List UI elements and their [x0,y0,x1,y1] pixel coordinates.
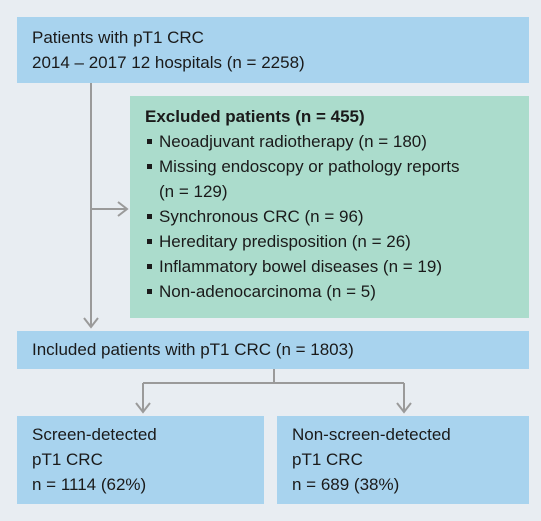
exclusion-item: Missing endoscopy or pathology reports (n… [145,154,519,204]
bullet-icon [147,214,152,219]
exclusion-item: Inflammatory bowel diseases (n = 19) [145,254,519,279]
exclusion-item-text: Non-adenocarcinoma (n = 5) [159,282,376,301]
arrow-to-included [83,317,99,329]
excluded-patients-title: Excluded patients (n = 455) [145,107,365,126]
arrow-to-excluded [117,201,129,217]
exclusion-item: Non-adenocarcinoma (n = 5) [145,279,519,304]
exclusion-item-continuation: (n = 129) [159,182,228,201]
exclusion-item-text: Synchronous CRC (n = 96) [159,207,364,226]
screen-detected-count: n = 1114 (62%) [32,475,147,494]
bullet-icon [147,289,152,294]
non-screen-detected-title: Non-screen-detected [292,425,451,444]
exclusion-item-text: Inflammatory bowel diseases (n = 19) [159,257,442,276]
all-patients-count: 2014 – 2017 12 hospitals (n = 2258) [32,53,305,72]
screen-detected-subtitle: pT1 CRC [32,450,103,469]
exclusion-item-text: Neoadjuvant radiotherapy (n = 180) [159,132,427,151]
excluded-patients-box: Excluded patients (n = 455) Neoadjuvant … [130,96,529,318]
exclusion-item-text: Hereditary predisposition (n = 26) [159,232,411,251]
exclusion-item: Neoadjuvant radiotherapy (n = 180) [145,129,519,154]
exclusion-item: Hereditary predisposition (n = 26) [145,229,519,254]
screen-detected-box: Screen-detected pT1 CRC n = 1114 (62%) [17,416,264,504]
exclusion-list: Neoadjuvant radiotherapy (n = 180) Missi… [145,129,519,304]
arrow-to-nonscreen [396,402,412,414]
exclusion-item: Synchronous CRC (n = 96) [145,204,519,229]
bullet-icon [147,139,152,144]
included-patients-text: Included patients with pT1 CRC (n = 1803… [32,340,354,359]
bullet-icon [147,164,152,169]
included-patients-box: Included patients with pT1 CRC (n = 1803… [17,331,529,369]
bullet-icon [147,264,152,269]
screen-detected-title: Screen-detected [32,425,157,444]
bullet-icon [147,239,152,244]
non-screen-detected-count: n = 689 (38%) [292,475,400,494]
all-patients-title: Patients with pT1 CRC [32,28,204,47]
exclusion-item-text: Missing endoscopy or pathology reports [159,157,460,176]
non-screen-detected-box: Non-screen-detected pT1 CRC n = 689 (38%… [277,416,529,504]
non-screen-detected-subtitle: pT1 CRC [292,450,363,469]
arrow-to-screen [135,402,151,414]
all-patients-box: Patients with pT1 CRC 2014 – 2017 12 hos… [17,17,529,83]
